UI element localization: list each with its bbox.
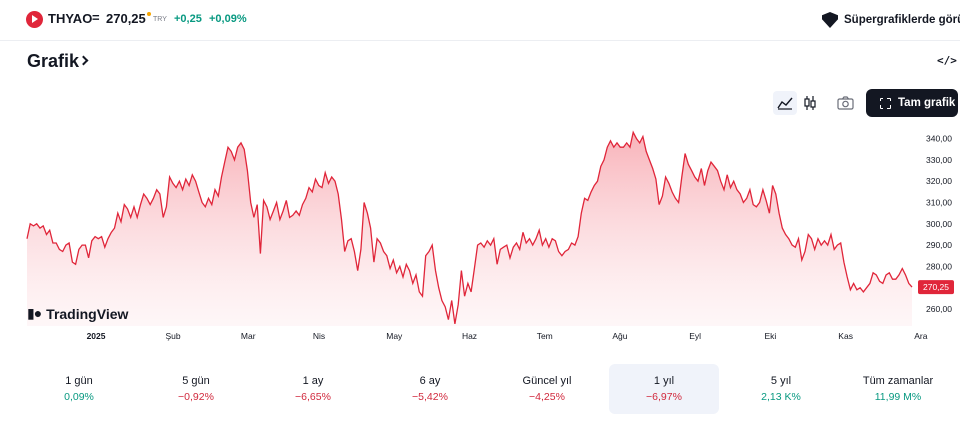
candlestick-icon [804, 96, 816, 110]
x-tick-label: Ağu [612, 331, 627, 341]
area-chart-icon [777, 97, 793, 110]
period-tab[interactable]: 1 gün 0,09% [24, 364, 134, 414]
snapshot-button[interactable] [833, 91, 857, 115]
last-price: 270,25 [106, 11, 146, 26]
equals-sign: = [92, 10, 100, 25]
period-tab[interactable]: Güncel yıl −4,25% [492, 364, 602, 414]
period-change: −6,65% [295, 391, 331, 403]
period-change: 11,99 M% [874, 391, 922, 403]
fullscreen-icon [879, 96, 891, 109]
supercharts-label: Süpergrafiklerde görün [844, 14, 960, 26]
code-icon[interactable]: </> [937, 54, 957, 67]
period-label: 1 ay [302, 375, 324, 387]
y-tick-label: 260,00 [926, 304, 952, 314]
tradingview-watermark[interactable]: ▮● TradingView [27, 305, 128, 322]
x-tick-label: May [386, 331, 403, 341]
price-change: +0,25 [174, 13, 202, 25]
thy-logo-icon [26, 11, 43, 28]
period-change: −0,92% [178, 391, 214, 403]
tradingview-logo-icon: ▮● [27, 305, 42, 321]
full-chart-label: Tam grafik [898, 97, 956, 109]
supercharts-icon [822, 12, 838, 28]
x-tick-label: Nis [313, 331, 325, 341]
symbol-name[interactable]: THYAO [48, 11, 93, 26]
currency-label: TRY [153, 16, 167, 23]
y-tick-label: 290,00 [926, 240, 952, 250]
period-tab[interactable]: 5 yıl 2,13 K% [726, 364, 836, 414]
period-tab[interactable]: 5 gün −0,92% [141, 364, 251, 414]
candlestick-button[interactable] [798, 91, 822, 115]
price-change-percent: +0,09% [209, 13, 247, 25]
section-title[interactable]: Grafik [27, 51, 80, 71]
tradingview-name: TradingView [46, 305, 129, 322]
full-chart-button[interactable]: Tam grafik [866, 89, 958, 117]
y-tick-label: 310,00 [926, 198, 952, 208]
market-status-dot-icon [147, 12, 151, 16]
chevron-right-icon[interactable] [78, 55, 89, 66]
period-change: 2,13 K% [761, 391, 801, 403]
price-line [26, 130, 913, 325]
supercharts-button[interactable]: Süpergrafiklerde görün [822, 10, 960, 30]
period-label: 6 ay [419, 375, 441, 387]
period-tab[interactable]: 1 ay −6,65% [258, 364, 368, 414]
period-tab[interactable]: Tüm zamanlar 11,99 M% [843, 364, 953, 414]
period-label: Güncel yıl [522, 375, 572, 387]
x-tick-label: Tem [537, 331, 553, 341]
last-price-badge [918, 280, 954, 295]
period-label: 1 gün [65, 375, 93, 387]
period-label: Tüm zamanlar [862, 375, 934, 387]
period-tab[interactable]: 1 yıl −6,97% [609, 364, 719, 414]
period-change: 0,09% [64, 391, 94, 403]
area-chart-button[interactable] [773, 91, 797, 115]
period-change: −6,97% [646, 391, 682, 403]
y-tick-label: 320,00 [926, 176, 952, 186]
last-price-label: 270,25 [918, 280, 954, 295]
last-price-badge-text: 270,25 [923, 282, 949, 292]
y-tick-label: 340,00 [926, 134, 952, 144]
period-change: −4,25% [529, 391, 565, 403]
period-label: 5 gün [182, 375, 210, 387]
price-chart[interactable]: 340,00 330,00 320,00 310,00 300,00 290,00 280,… [0, 120, 960, 350]
y-tick-label: 330,00 [926, 155, 952, 165]
x-tick-label: Kas [838, 331, 853, 341]
symbol-header: THYAO = 270,25 TRY +0,25 +0,09% Süpergra… [0, 0, 960, 41]
period-label: 1 yıl [653, 375, 675, 387]
x-tick-label: Ara [914, 331, 928, 341]
x-tick-label: Eki [764, 331, 776, 341]
x-axis: 2025 Şub Mar Nis May Haz Tem Ağu Eyl Eki Kas Ara [87, 331, 928, 341]
x-tick-label: Şub [165, 331, 180, 341]
camera-icon [836, 96, 854, 110]
x-tick-label: 2025 [87, 331, 106, 341]
period-change: −5,42% [412, 391, 448, 403]
period-label: 5 yıl [770, 375, 792, 387]
x-tick-label: Mar [241, 331, 256, 341]
y-tick-label: 300,00 [926, 219, 952, 229]
x-tick-label: Haz [462, 331, 477, 341]
x-tick-label: Eyl [689, 331, 701, 341]
period-tab[interactable]: 6 ay −5,42% [375, 364, 485, 414]
y-tick-label: 280,00 [926, 261, 952, 271]
performance-periods: 1 gün 0,09% 5 gün −0,92% 1 ay −6,65% 6 ay −5,42… [24, 364, 960, 414]
price-area-fill [27, 132, 912, 326]
